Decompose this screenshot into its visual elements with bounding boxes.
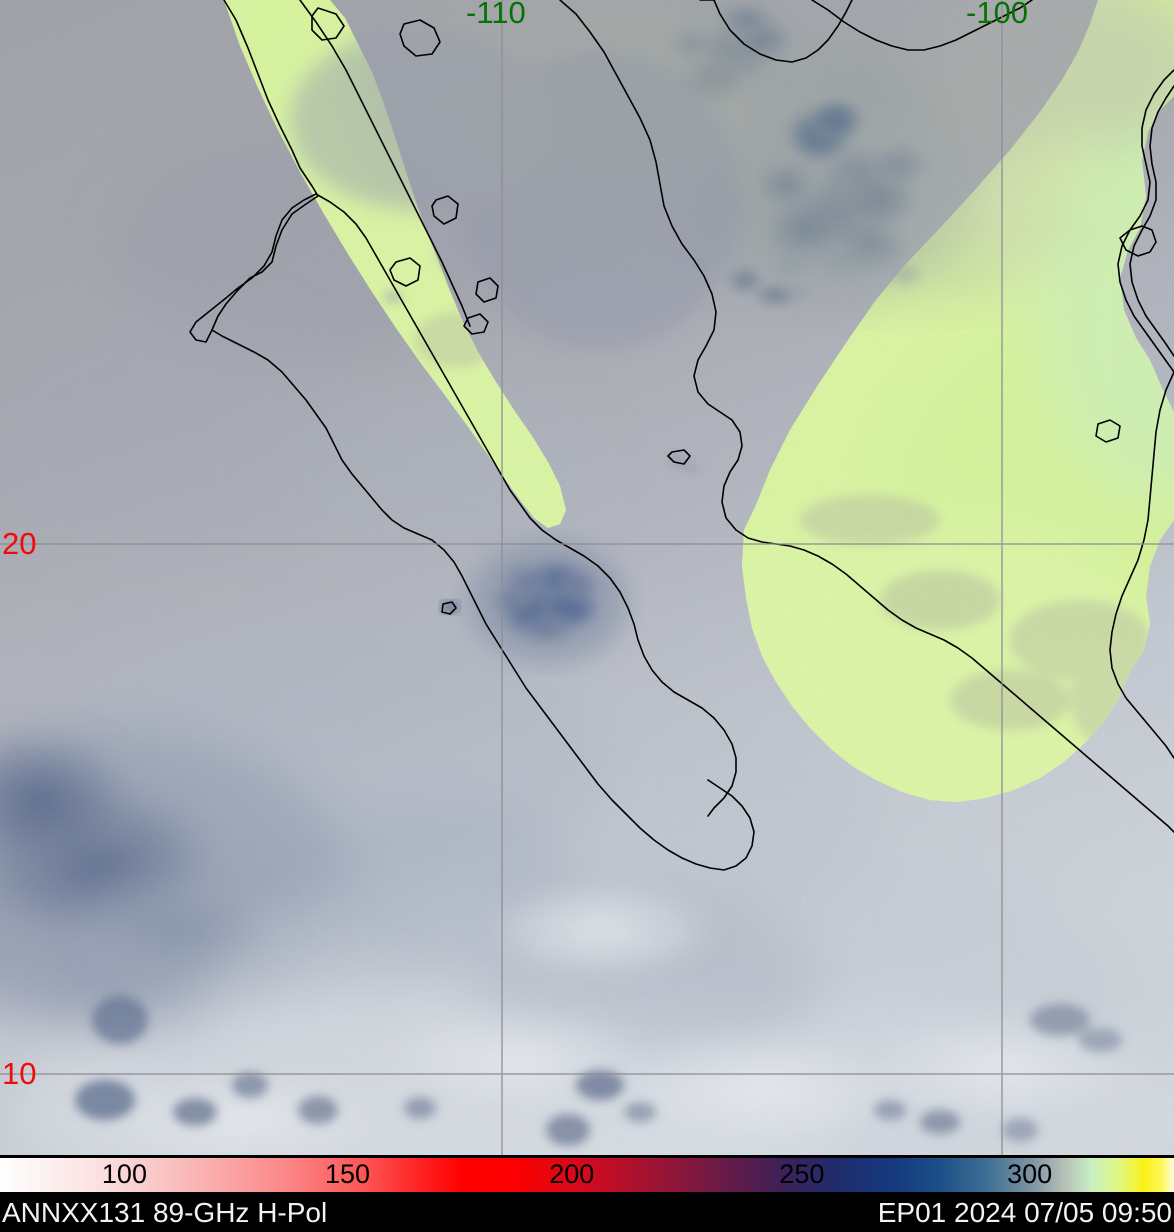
longitude-label-minus100: -100 xyxy=(966,0,1029,30)
product-label: ANNXX131 89-GHz H-Pol xyxy=(2,1197,328,1228)
footer-bar: ANNXX131 89-GHz H-Pol EP01 2024 07/05 09… xyxy=(0,1195,1174,1232)
storm-timestamp-label: EP01 2024 07/05 09:50 xyxy=(877,1197,1172,1228)
colorbar-tick-100: 100 xyxy=(101,1159,147,1189)
colorbar-tick-300: 300 xyxy=(1007,1159,1053,1189)
map-canvas xyxy=(0,0,1174,1155)
latitude-label-20: 20 xyxy=(2,526,37,561)
latitude-label-10: 10 xyxy=(2,1056,37,1091)
colorbar-container[interactable] xyxy=(0,1155,1174,1195)
microwave-brightness-temperature-map[interactable]: -110 -100 20 10 xyxy=(0,0,1174,1155)
colorbar-tick-200: 200 xyxy=(549,1159,595,1189)
coastline-overlay xyxy=(189,0,1174,871)
colorbar-gradient[interactable] xyxy=(0,1158,1174,1192)
sensor-noise-overlay xyxy=(0,0,1174,1155)
longitude-label-minus110: -110 xyxy=(466,0,526,30)
colorbar-tick-250: 250 xyxy=(779,1159,825,1189)
graticule-lines xyxy=(0,0,1174,1155)
colorbar-tick-150: 150 xyxy=(324,1159,371,1189)
